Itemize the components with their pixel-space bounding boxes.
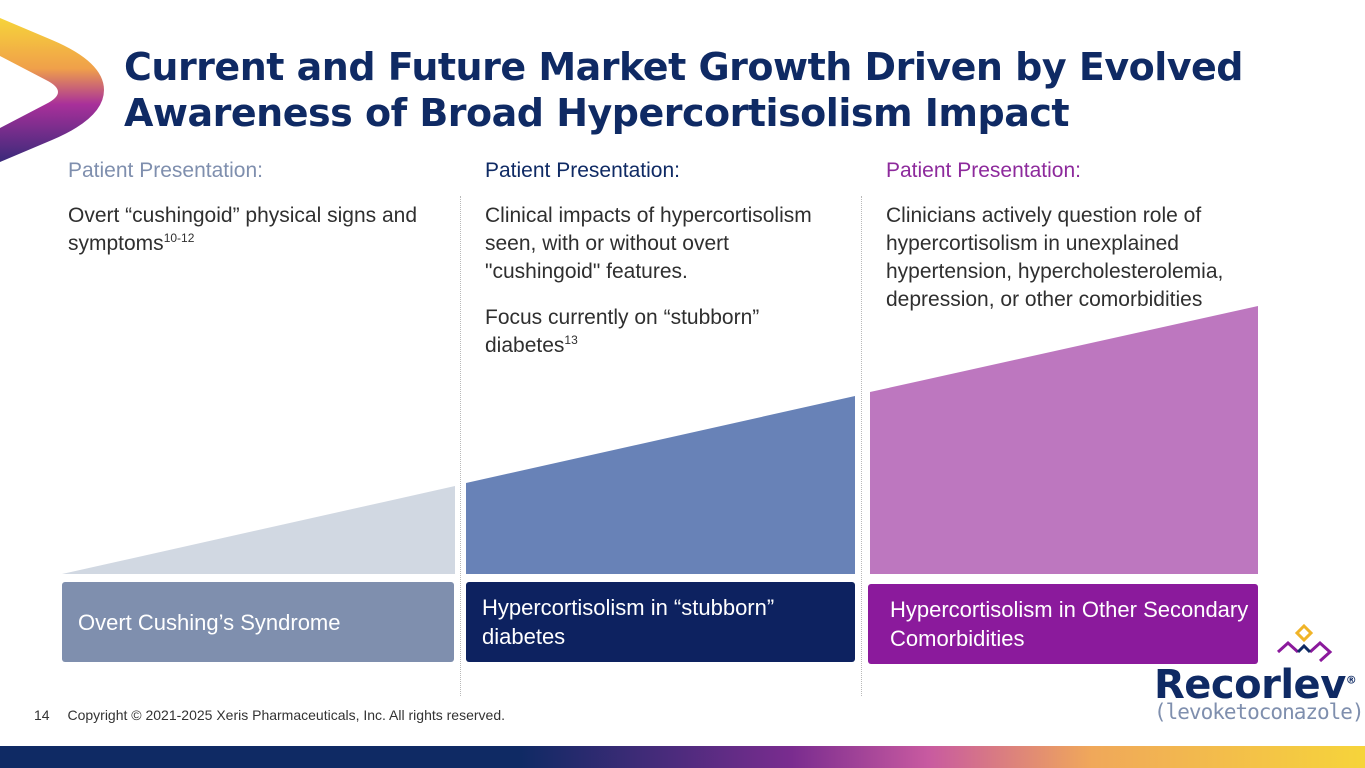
- brand-generic-name: (levoketoconazole): [1154, 700, 1365, 724]
- footer: 14 Copyright © 2021-2025 Xeris Pharmaceu…: [34, 707, 505, 723]
- column-description: Overt “cushingoid” physical signs and sy…: [68, 204, 418, 255]
- copyright-text: Copyright © 2021-2025 Xeris Pharmaceutic…: [67, 707, 505, 723]
- page-number: 14: [34, 707, 50, 723]
- column-heading: Patient Presentation:: [485, 159, 680, 182]
- corner-logo-icon: [0, 18, 104, 162]
- page-title: Current and Future Market Growth Driven …: [124, 44, 1284, 136]
- column-diabetes: Patient Presentation: Clinical impacts o…: [485, 158, 830, 378]
- column-divider: [460, 196, 461, 696]
- title-line-2: Awareness of Broad Hypercortisolism Impa…: [124, 91, 1070, 135]
- label-overt-cushings: Overt Cushing’s Syndrome: [62, 582, 454, 662]
- growth-shape-overt: [62, 486, 455, 574]
- column-heading: Patient Presentation:: [886, 159, 1081, 182]
- column-divider: [861, 196, 862, 696]
- growth-shape-diabetes: [466, 396, 855, 574]
- bottom-gradient-bar: [0, 746, 1365, 768]
- column-heading: Patient Presentation:: [68, 159, 263, 182]
- brand-name: Recorlev®: [1154, 662, 1357, 708]
- column-description: Clinicians actively question role of hyp…: [886, 204, 1224, 311]
- column-focus: Focus currently on “stubborn” diabetes13: [485, 306, 760, 357]
- reference-sup: 13: [564, 333, 578, 347]
- reference-sup: 10-12: [163, 231, 195, 245]
- column-description: Clinical impacts of hypercortisolism see…: [485, 204, 812, 283]
- brand-diamond-icon: [1276, 624, 1333, 663]
- brand-logo: Recorlev® (levoketoconazole): [1152, 624, 1365, 724]
- growth-shape-comorbidities: [870, 306, 1258, 574]
- label-stubborn-diabetes: Hypercortisolism in “stubborn” diabetes: [466, 582, 855, 662]
- column-overt: Patient Presentation: Overt “cushingoid”…: [68, 158, 438, 276]
- title-line-1: Current and Future Market Growth Driven …: [124, 45, 1244, 89]
- label-secondary-comorbidities: Hypercortisolism in Other Secondary Como…: [868, 584, 1258, 664]
- column-comorbidities: Patient Presentation: Clinicians activel…: [886, 158, 1258, 332]
